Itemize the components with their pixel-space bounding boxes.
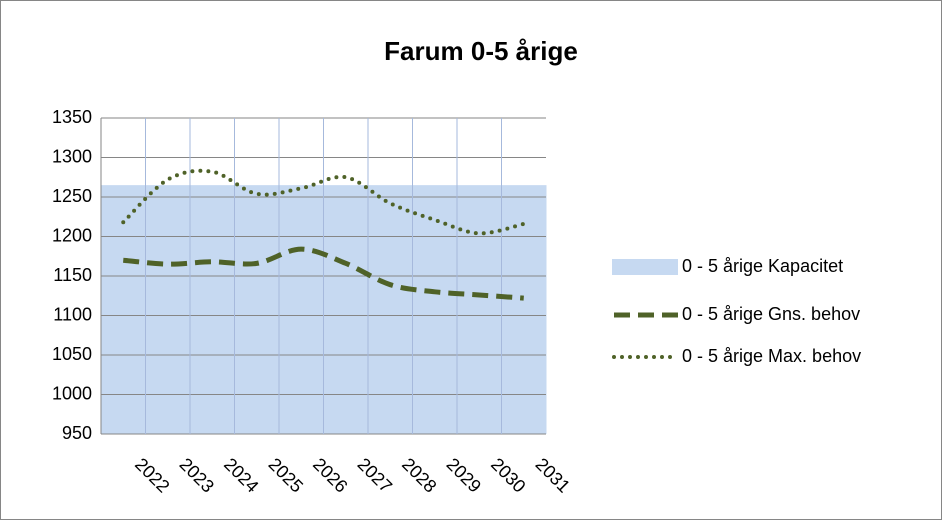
area-segment [457,185,502,434]
y-tick-label: 1150 [53,265,92,285]
area-segment [323,185,369,434]
y-tick-label: 1250 [52,186,92,206]
area-segment [145,185,191,434]
y-tick-label: 1000 [52,383,92,403]
area-segment [101,185,146,434]
area-segment [234,185,280,434]
y-tick-label: 1350 [52,107,92,127]
area-segment [501,185,547,434]
y-tick-label: 1300 [52,146,92,166]
area-segment [368,185,413,434]
chart-title: Farum 0-5 årige [384,36,578,66]
y-tick-label: 1100 [53,304,92,324]
legend-label: 0 - 5 årige Gns. behov [682,304,860,324]
legend-label: 0 - 5 årige Kapacitet [682,256,843,276]
area-segment [279,185,324,434]
y-tick-label: 1200 [52,225,92,245]
area-segment [412,185,458,434]
y-tick-label: 1050 [52,344,92,364]
line-series [123,246,524,301]
y-tick-label: 950 [62,423,92,443]
legend-label: 0 - 5 årige Max. behov [682,346,861,366]
area-segment [190,185,235,434]
legend-swatch [612,259,678,275]
